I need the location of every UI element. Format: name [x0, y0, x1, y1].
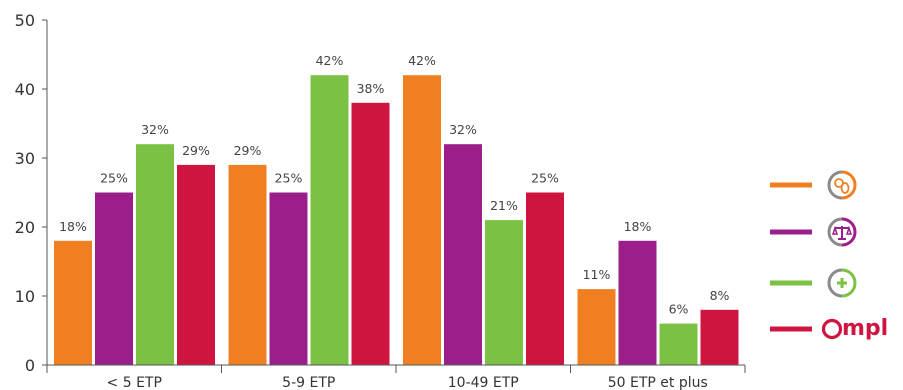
bar	[136, 144, 174, 365]
y-axis: 0 10 20 30 40 50	[15, 11, 48, 375]
scales-icon	[827, 217, 857, 247]
data-label: 42%	[316, 53, 344, 68]
y-tick-label: 40	[15, 80, 35, 99]
x-axis: < 5 ETP 5-9 ETP 10-49 ETP 50 ETP et plus	[46, 364, 746, 390]
data-label: 25%	[275, 171, 303, 186]
ompl-text: mpl	[842, 316, 888, 341]
legend: mpl	[770, 170, 888, 341]
data-label: 8%	[710, 288, 730, 303]
bar	[618, 240, 657, 365]
data-label: 38%	[357, 81, 385, 96]
x-tick-label: < 5 ETP	[107, 375, 162, 390]
data-label: 6%	[669, 302, 689, 317]
y-tick-label: 10	[15, 287, 35, 306]
bars-group: 18% 25% 32% 29% 29% 25% 42% 38% 42% 32% 21% 25% 11% 1…	[54, 53, 739, 366]
x-tick-label: 5-9 ETP	[282, 375, 335, 390]
bar	[310, 75, 349, 365]
data-label: 21%	[490, 198, 518, 213]
bar	[526, 192, 564, 365]
bar	[444, 144, 482, 365]
bar	[351, 102, 390, 366]
data-label: 32%	[141, 122, 169, 137]
bar	[228, 164, 267, 365]
coins-icon	[827, 170, 857, 200]
bar	[403, 75, 441, 365]
data-label: 25%	[100, 171, 128, 186]
data-label: 18%	[59, 219, 87, 234]
bar	[485, 220, 523, 365]
data-label: 29%	[234, 143, 262, 158]
plus-icon	[827, 268, 857, 298]
data-label: 25%	[531, 171, 559, 186]
bar	[177, 164, 215, 365]
data-label: 42%	[408, 53, 436, 68]
bar	[577, 289, 616, 365]
bar	[95, 192, 133, 365]
y-tick-label: 50	[15, 11, 35, 30]
bar	[659, 323, 698, 365]
y-tick-label: 20	[15, 218, 35, 237]
data-label: 18%	[624, 219, 652, 234]
bar	[269, 192, 308, 365]
y-tick-label: 30	[15, 149, 35, 168]
x-tick-label: 10-49 ETP	[448, 375, 519, 390]
data-label: 29%	[182, 143, 210, 158]
x-tick-label: 50 ETP et plus	[608, 375, 708, 390]
data-label: 11%	[583, 267, 611, 282]
ompl-logo: mpl	[821, 316, 888, 341]
data-label: 32%	[449, 122, 477, 137]
y-tick-label: 0	[25, 356, 35, 375]
bar	[54, 240, 92, 365]
bar	[700, 309, 739, 365]
